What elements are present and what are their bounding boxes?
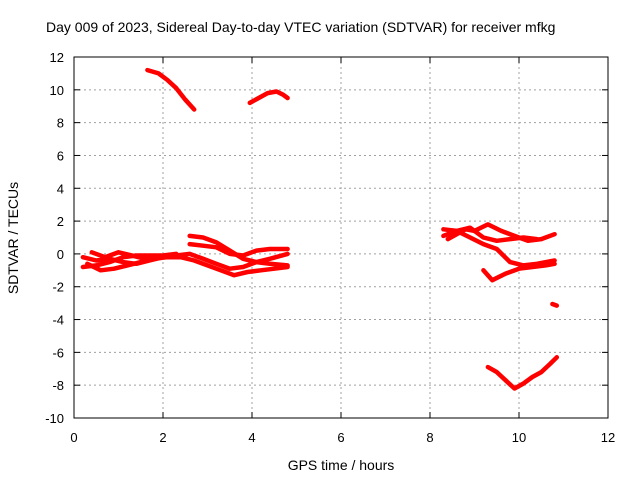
axis-ticks: 0 2 4 6 8 10 12 -10 -8 -6 -4 -2 0 2 4 6 8 10 12 [45,50,615,445]
sdtvar-track [89,250,161,262]
sdtvar-track [247,89,290,106]
y-tick-label: 12 [50,50,64,65]
sdtvar-track [187,241,290,258]
y-tick-label: 4 [57,181,64,196]
x-tick-label: 0 [70,430,77,445]
y-tick-label: 6 [57,148,64,163]
sdtvar-track [145,67,197,112]
y-tick-label: 2 [57,214,64,229]
y-tick-label: -6 [52,345,64,360]
y-tick-label: 8 [57,116,64,131]
sdtvar-track [550,301,560,308]
y-tick-label: 10 [50,83,64,98]
sdtvar-track [481,261,557,283]
sdtvar-track [441,228,557,268]
y-tick-label: -2 [52,280,64,295]
sdtvar-track [85,254,290,278]
x-tick-label: 12 [601,430,615,445]
y-tick-label: -10 [45,411,64,426]
x-tick-label: 8 [426,430,433,445]
sdtvar-track [485,355,560,391]
x-tick-label: 4 [248,430,255,445]
data-series [80,67,560,391]
chart-title: Day 009 of 2023, Sidereal Day-to-day VTE… [46,19,555,35]
x-tick-label: 2 [159,430,166,445]
x-tick-label: 6 [337,430,344,445]
y-tick-label: -8 [52,378,64,393]
y-tick-label: 0 [57,247,64,262]
sdtvar-track [445,222,557,244]
x-tick-label: 10 [512,430,526,445]
x-axis-label: GPS time / hours [288,457,395,473]
y-tick-label: -4 [52,313,64,328]
y-axis-label: SDTVAR / TECUs [5,182,21,294]
